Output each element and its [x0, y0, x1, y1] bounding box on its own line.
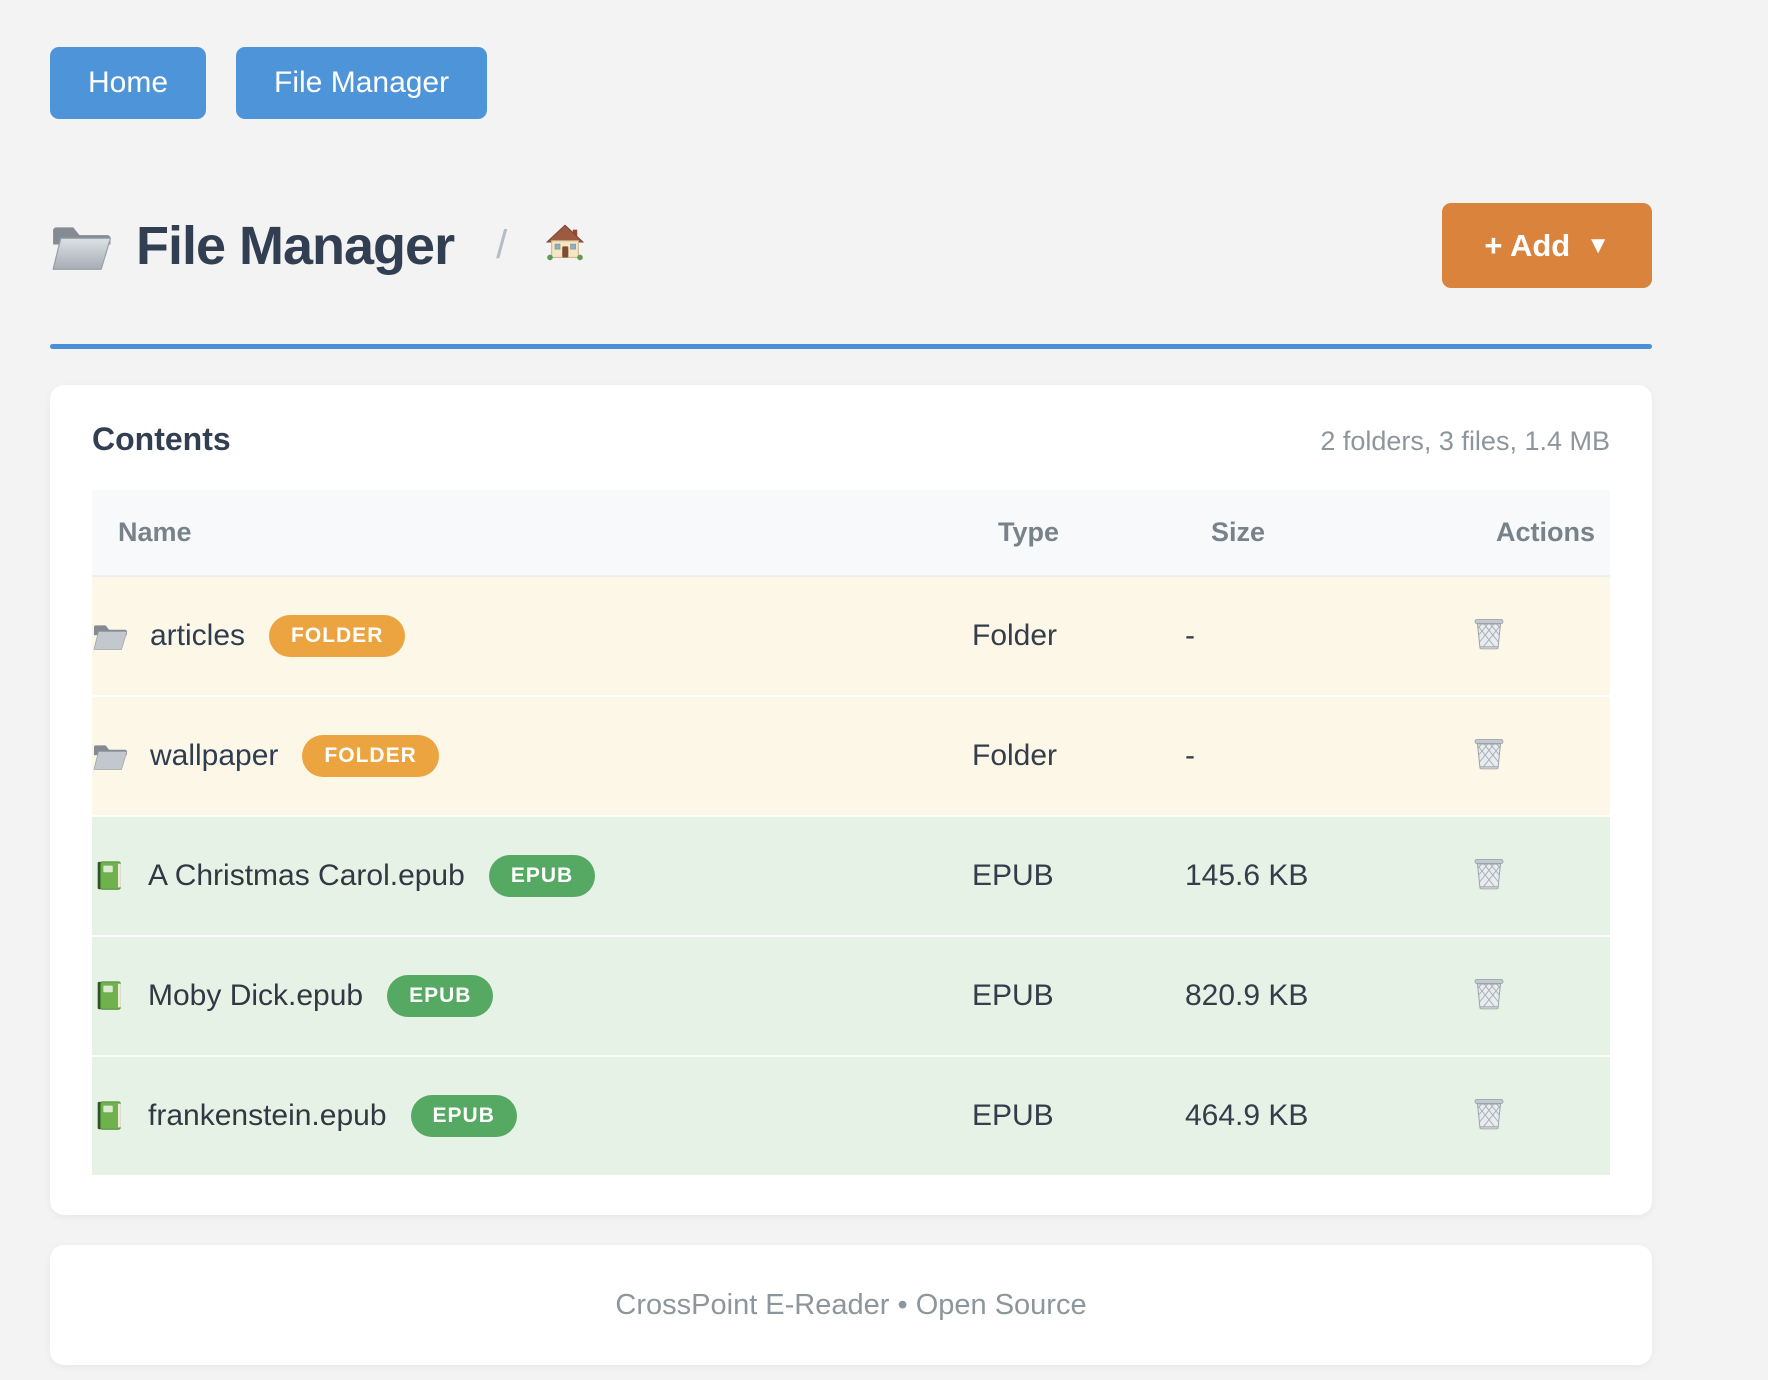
epub-badge: EPUB	[387, 975, 494, 1017]
title-wrap: File Manager /	[50, 215, 585, 277]
item-size: -	[1185, 575, 1470, 696]
delete-button[interactable]	[1470, 733, 1508, 776]
page-container: Home File Manager File Manager /	[50, 0, 1652, 1365]
item-name: A Christmas Carol.epub	[148, 859, 465, 892]
contents-card-header: Contents 2 folders, 3 files, 1.4 MB	[92, 421, 1610, 458]
delete-button[interactable]	[1470, 613, 1508, 656]
wastebasket-icon	[1472, 735, 1506, 774]
add-button-label: + Add	[1484, 227, 1571, 263]
green-book-icon	[92, 858, 126, 894]
table-row: Moby Dick.epub EPUB EPUB 820.9 KB	[92, 935, 1610, 1056]
green-book-icon	[92, 978, 126, 1014]
delete-button[interactable]	[1470, 853, 1508, 896]
item-name: articles	[150, 619, 246, 652]
column-header-actions: Actions	[1470, 490, 1610, 577]
delete-button[interactable]	[1470, 973, 1508, 1016]
file-table: Name Type Size Actions	[92, 490, 1610, 1175]
wastebasket-icon	[1472, 975, 1506, 1014]
table-row: A Christmas Carol.epub EPUB EPUB 145.6 K…	[92, 815, 1610, 936]
folder-link[interactable]: articles FOLDER	[92, 615, 972, 657]
epub-badge: EPUB	[410, 1095, 517, 1137]
epub-badge: EPUB	[488, 855, 596, 897]
contents-title: Contents	[92, 421, 231, 457]
item-size: 145.6 KB	[1185, 815, 1470, 936]
breadcrumb-home-link[interactable]	[545, 223, 585, 268]
open-folder-icon	[50, 218, 112, 274]
file-folder-icon	[92, 740, 128, 772]
column-header-name: Name	[92, 490, 972, 577]
item-size: -	[1185, 695, 1470, 816]
column-header-type: Type	[972, 490, 1185, 577]
item-type: EPUB	[972, 1055, 1185, 1175]
item-type: Folder	[972, 695, 1185, 816]
wastebasket-icon	[1472, 1095, 1506, 1134]
item-type: EPUB	[972, 935, 1185, 1056]
page-title: File Manager	[136, 215, 455, 276]
file-folder-icon	[92, 620, 128, 652]
add-button[interactable]: + Add ▼	[1442, 203, 1652, 288]
green-book-icon	[92, 1098, 126, 1134]
contents-card: Contents 2 folders, 3 files, 1.4 MB Name…	[50, 385, 1652, 1215]
footer-card: CrossPoint E-Reader • Open Source	[50, 1245, 1652, 1365]
item-size: 820.9 KB	[1185, 935, 1470, 1056]
file-link[interactable]: frankenstein.epub EPUB	[92, 1095, 972, 1137]
folder-link[interactable]: wallpaper FOLDER	[92, 735, 972, 777]
contents-summary: 2 folders, 3 files, 1.4 MB	[1320, 426, 1610, 456]
wastebasket-icon	[1472, 855, 1506, 894]
page-header: File Manager / + Add	[50, 203, 1652, 288]
folder-badge: FOLDER	[302, 735, 439, 777]
item-type: Folder	[972, 575, 1185, 696]
nav-file-manager-button[interactable]: File Manager	[236, 47, 488, 119]
footer-text: CrossPoint E-Reader • Open Source	[615, 1288, 1087, 1321]
item-size: 464.9 KB	[1185, 1055, 1470, 1175]
wastebasket-icon	[1472, 615, 1506, 654]
top-nav: Home File Manager	[50, 0, 1652, 119]
breadcrumb-separator: /	[496, 223, 508, 267]
item-name: wallpaper	[150, 739, 279, 772]
folder-badge: FOLDER	[269, 615, 406, 657]
table-header-row: Name Type Size Actions	[92, 490, 1610, 577]
item-name: frankenstein.epub	[148, 1099, 387, 1132]
header-divider	[50, 344, 1652, 349]
item-name: Moby Dick.epub	[148, 979, 364, 1012]
table-row: articles FOLDER Folder -	[92, 575, 1610, 696]
nav-home-button[interactable]: Home	[50, 47, 207, 119]
file-link[interactable]: Moby Dick.epub EPUB	[92, 975, 972, 1017]
caret-down-icon: ▼	[1586, 231, 1610, 259]
file-link[interactable]: A Christmas Carol.epub EPUB	[92, 855, 972, 897]
item-type: EPUB	[972, 815, 1185, 936]
column-header-size: Size	[1185, 490, 1470, 577]
table-row: frankenstein.epub EPUB EPUB 464.9 KB	[92, 1055, 1610, 1175]
table-row: wallpaper FOLDER Folder -	[92, 695, 1610, 816]
delete-button[interactable]	[1470, 1093, 1508, 1136]
house-icon	[545, 223, 585, 268]
